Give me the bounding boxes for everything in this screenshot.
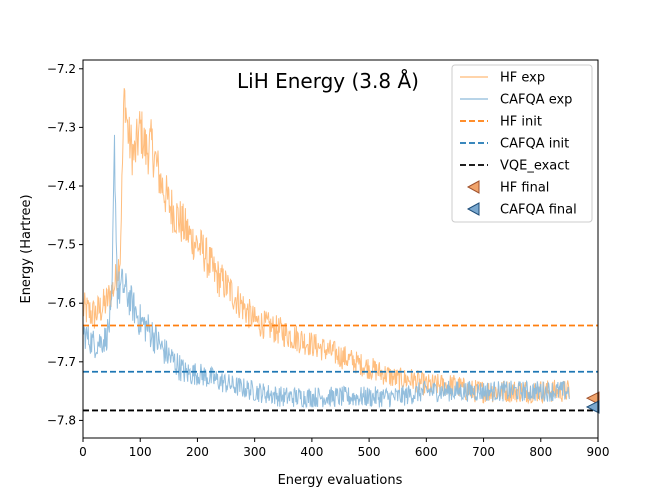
y-tick-label: −7.2	[47, 62, 76, 76]
legend-box	[451, 64, 593, 223]
y-tick-label: −7.5	[47, 238, 76, 252]
y-axis-label: Energy (Hartree)	[19, 194, 34, 303]
marker-hf-final	[585, 391, 600, 405]
x-tick-label: 400	[300, 445, 323, 459]
x-tick-label: 200	[186, 445, 209, 459]
x-tick-label: 300	[243, 445, 266, 459]
axes-frame	[82, 59, 599, 439]
x-tick-label: 800	[529, 445, 552, 459]
legend-label: CAFQA init	[500, 137, 569, 152]
legend-label: HF final	[500, 181, 549, 196]
y-tick-label: −7.8	[47, 413, 76, 427]
y-tick-label: −7.6	[47, 296, 76, 310]
y-tick-label: −7.7	[47, 355, 76, 369]
legend-label: HF exp	[500, 71, 545, 86]
marker-cafqa-final	[585, 400, 600, 414]
chart-title: LiH Energy (3.8 Å)	[237, 69, 419, 93]
x-tick-label: 700	[472, 445, 495, 459]
y-tick-label: −7.3	[47, 120, 76, 134]
legend-swatch	[466, 180, 480, 194]
legend: HF exp CAFQA exp HF init CAFQA init VQE_exac…	[451, 64, 593, 223]
legend-label: HF init	[500, 115, 542, 130]
x-tick-label: 600	[415, 445, 438, 459]
y-axis: −7.2 −7.3 −7.4 −7.5 −7.6 −7.7 −7.8	[47, 62, 83, 427]
legend-label: VQE_exact	[500, 159, 570, 174]
y-tick-label: −7.4	[47, 179, 76, 193]
legend-swatch	[466, 202, 480, 216]
x-tick-label: 900	[587, 445, 610, 459]
legend-label: CAFQA exp	[500, 93, 572, 108]
final-markers	[585, 391, 600, 414]
x-tick-label: 0	[79, 445, 87, 459]
x-axis-label: Energy evaluations	[278, 473, 403, 488]
legend-label: CAFQA final	[500, 203, 577, 218]
series-cafqa-exp	[83, 134, 570, 408]
x-tick-label: 500	[358, 445, 381, 459]
plot-area	[83, 88, 598, 412]
x-tick-label: 100	[129, 445, 152, 459]
x-axis: 0 100 200 300 400 500 600 700 800 900	[79, 438, 609, 459]
